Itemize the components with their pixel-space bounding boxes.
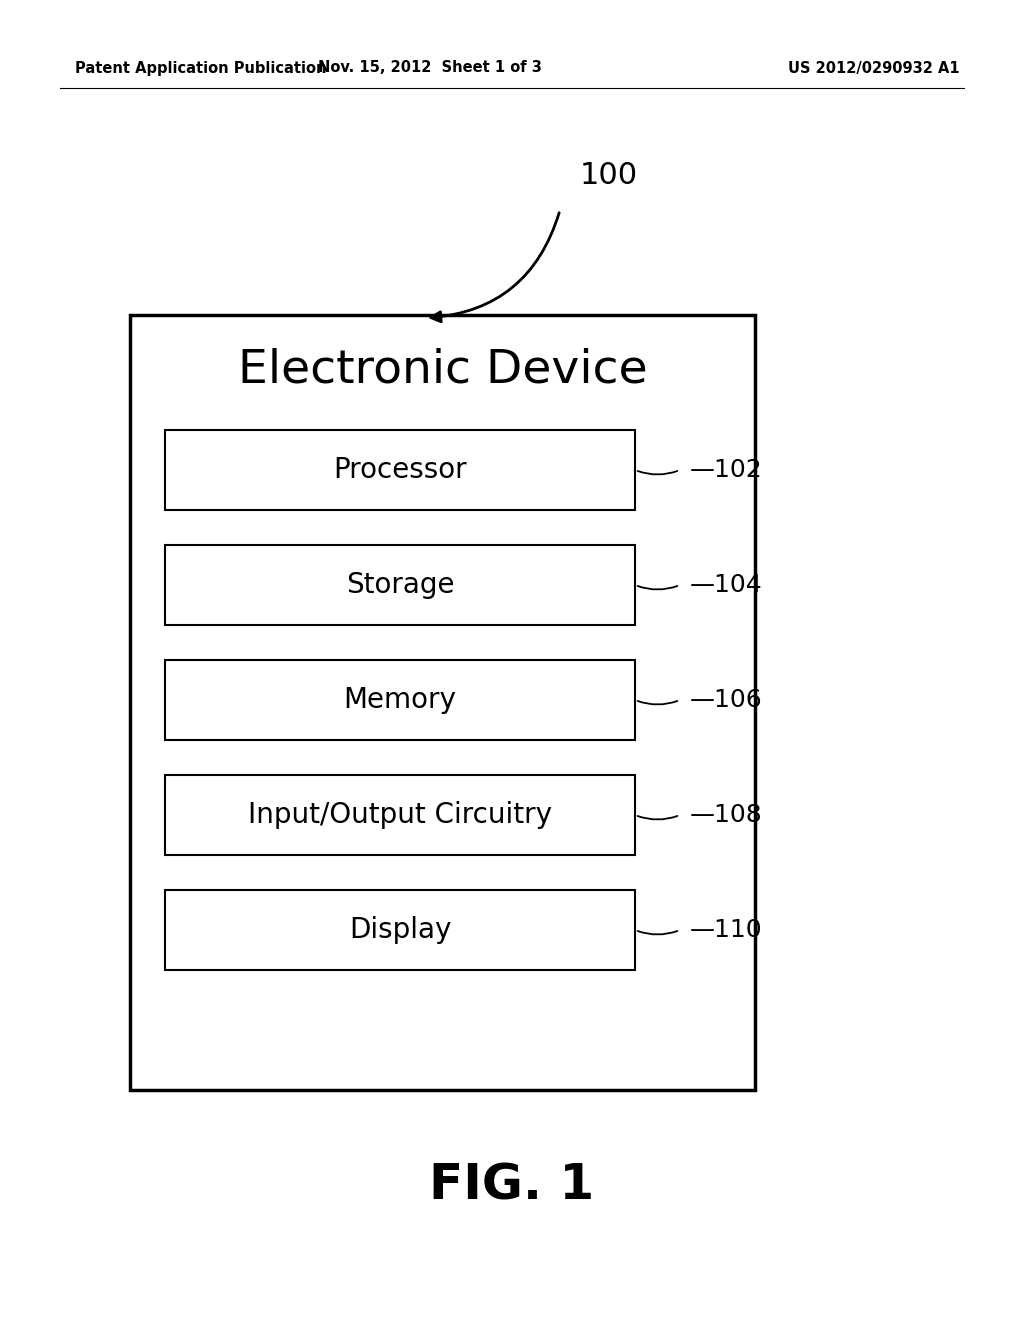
Text: FIG. 1: FIG. 1: [429, 1162, 595, 1209]
Text: Electronic Device: Electronic Device: [238, 347, 647, 392]
Text: Memory: Memory: [344, 686, 457, 714]
Bar: [165, 890, 635, 970]
Text: Nov. 15, 2012  Sheet 1 of 3: Nov. 15, 2012 Sheet 1 of 3: [318, 61, 542, 75]
Text: 100: 100: [580, 161, 638, 190]
Text: —104: —104: [690, 573, 763, 597]
Text: Processor: Processor: [333, 455, 467, 484]
Text: Storage: Storage: [346, 572, 455, 599]
Bar: [165, 545, 635, 624]
Text: —110: —110: [690, 917, 763, 942]
Bar: [165, 660, 635, 741]
Text: US 2012/0290932 A1: US 2012/0290932 A1: [788, 61, 961, 75]
Text: Display: Display: [349, 916, 452, 944]
Bar: [165, 775, 635, 855]
Text: Patent Application Publication: Patent Application Publication: [75, 61, 327, 75]
Text: —106: —106: [690, 688, 763, 711]
Bar: [130, 315, 755, 1090]
Text: Input/Output Circuitry: Input/Output Circuitry: [248, 801, 552, 829]
Bar: [165, 430, 635, 510]
Text: —108: —108: [690, 803, 763, 828]
Text: —102: —102: [690, 458, 763, 482]
